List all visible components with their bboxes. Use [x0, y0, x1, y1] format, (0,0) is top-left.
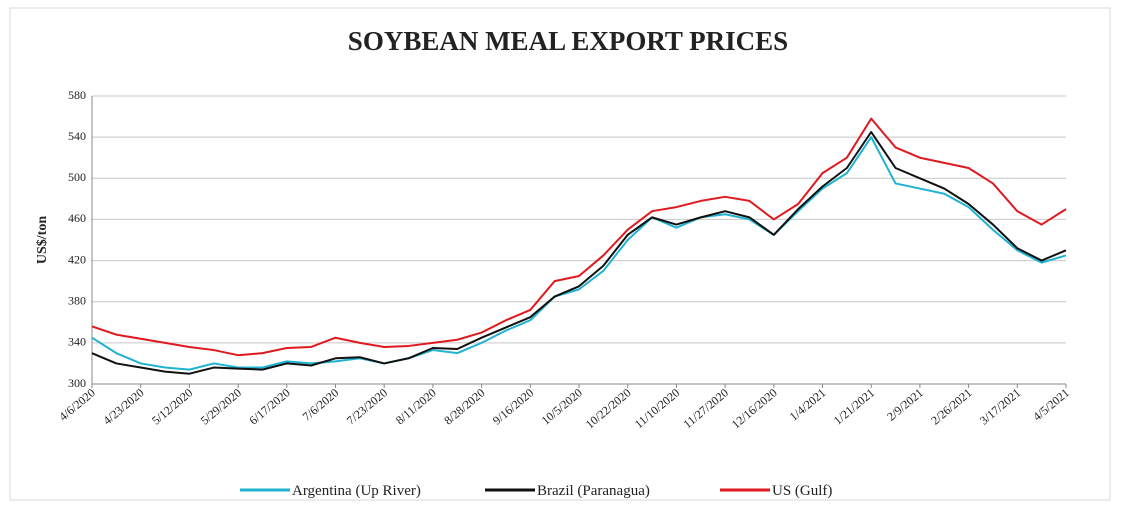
y-axis-label: US$/ton [35, 216, 50, 264]
y-tick-label: 380 [68, 293, 86, 307]
y-tick-label: 540 [68, 129, 86, 143]
legend-label: Brazil (Paranagua) [537, 483, 650, 499]
y-tick-label: 300 [68, 376, 86, 390]
chart-frame [9, 7, 1111, 501]
series-line [91, 131, 1067, 375]
y-tick-label: 340 [68, 335, 86, 349]
legend-label: US (Gulf) [772, 483, 832, 499]
series-line [91, 136, 1067, 371]
chart-title: SOYBEAN MEAL EXPORT PRICES [348, 26, 788, 56]
y-tick-label: 580 [68, 88, 86, 102]
y-tick-label: 460 [68, 211, 86, 225]
legend-label: Argentina (Up River) [292, 483, 421, 499]
y-tick-label: 500 [68, 170, 86, 184]
y-tick-label: 420 [68, 252, 86, 266]
series-line [91, 117, 1067, 357]
